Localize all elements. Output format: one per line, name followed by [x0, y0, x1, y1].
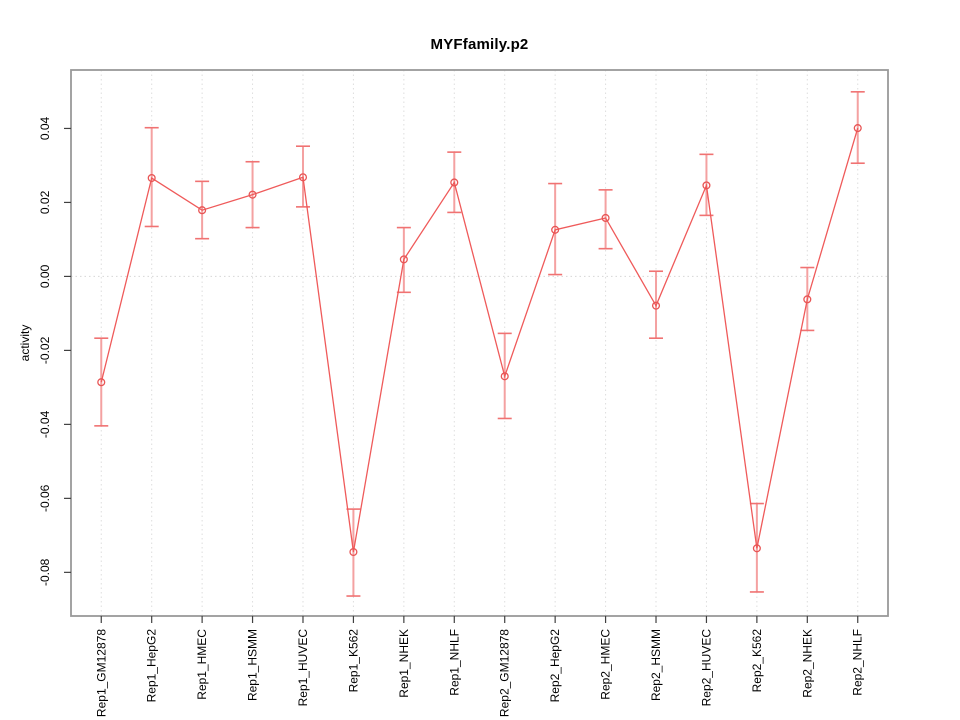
- data-point-marker: [147, 173, 156, 183]
- y-tick-label: 0.04: [38, 116, 52, 140]
- x-category-label: Rep1_HSMM: [246, 629, 260, 701]
- x-category-label: Rep1_HepG2: [145, 629, 159, 703]
- x-category-label: Rep1_HUVEC: [296, 629, 310, 707]
- data-point-marker: [500, 372, 509, 381]
- data-point-marker: [803, 295, 812, 304]
- y-tick-label: 0.02: [38, 190, 52, 214]
- x-category-label: Rep1_GM12878: [94, 629, 108, 717]
- series-line: [100, 127, 859, 553]
- plot-frame: [70, 69, 889, 617]
- data-point-marker: [248, 190, 257, 199]
- data-point-marker: [752, 544, 761, 553]
- x-category-label: Rep2_NHLF: [851, 629, 865, 696]
- y-tick-label: -0.08: [38, 558, 52, 586]
- x-category-label: Rep2_HUVEC: [699, 629, 713, 707]
- data-point-marker: [399, 255, 408, 264]
- data-point-marker: [97, 378, 106, 387]
- x-category-label: Rep2_GM12878: [498, 629, 512, 717]
- x-category-label: Rep2_K562: [750, 629, 764, 693]
- y-tick-label: -0.02: [38, 336, 52, 364]
- x-category-label: Rep2_NHEK: [800, 629, 814, 698]
- data-point-marker: [702, 181, 711, 190]
- data-point-marker: [651, 301, 661, 310]
- x-category-label: Rep1_K562: [346, 629, 360, 693]
- data-point-marker: [551, 225, 560, 234]
- x-category-label: Rep1_NHLF: [447, 629, 461, 696]
- data-point-marker: [450, 178, 459, 187]
- data-point-marker: [298, 173, 308, 182]
- x-category-label: Rep2_HSMM: [649, 629, 663, 701]
- data-point-marker: [349, 547, 358, 557]
- x-category-label: Rep1_NHEK: [397, 629, 411, 698]
- x-category-label: Rep2_HMEC: [599, 629, 613, 700]
- x-category-label: Rep1_HMEC: [195, 629, 209, 700]
- y-tick-label: 0.00: [38, 264, 52, 288]
- data-point-marker: [601, 213, 610, 223]
- y-tick-label: -0.06: [38, 484, 52, 512]
- x-category-label: Rep2_HepG2: [548, 629, 562, 703]
- data-point-marker: [853, 124, 862, 133]
- y-tick-label: -0.04: [38, 410, 52, 438]
- data-point-marker: [198, 206, 207, 215]
- chart-title: MYFfamily.p2: [430, 36, 529, 53]
